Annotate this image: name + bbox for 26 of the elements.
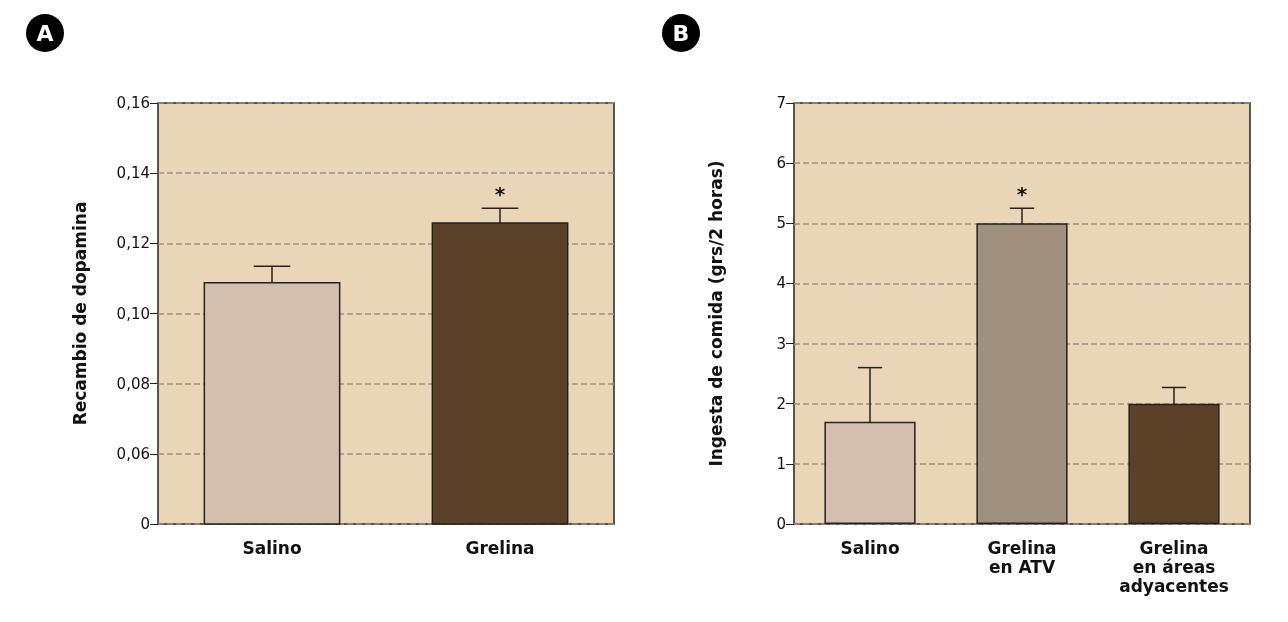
y-tick-label: 3 [776,334,786,353]
y-tick-label: 0,12 [116,234,150,253]
y-axis-title: Ingesta de comida (grs/2 horas) [705,160,726,467]
y-tick-label: 6 [776,154,786,173]
y-axis-title: Recambio de dopamina [69,201,90,426]
y-tick-label: 0,16 [116,94,150,112]
y-tick-label: 0,06 [116,444,150,463]
x-tick-label: Grelina en áreas adyacentes [1119,537,1229,596]
y-tick-label: 4 [776,274,786,293]
y-tick-label: 5 [776,214,786,233]
y-tick-label: 0,10 [116,304,150,323]
x-tick-label: Grelina [465,537,535,558]
annotation: * [494,182,506,207]
text: A [26,14,64,52]
x-tick-label: Salino [840,537,900,558]
y-tick-label: 1 [776,454,786,473]
y-tick-label: 0 [140,515,150,533]
annotation: * [1016,182,1028,207]
x-tick-label: Salino [242,537,302,558]
y-tick-label: 0 [776,515,786,533]
y-tick-label: 2 [776,394,786,413]
y-tick-label: 0,14 [116,164,150,183]
y-tick-label: 0,08 [116,374,150,393]
x-tick-label: Grelina en ATV [987,537,1057,577]
y-tick-label: 7 [776,94,786,112]
text: B [662,14,700,52]
